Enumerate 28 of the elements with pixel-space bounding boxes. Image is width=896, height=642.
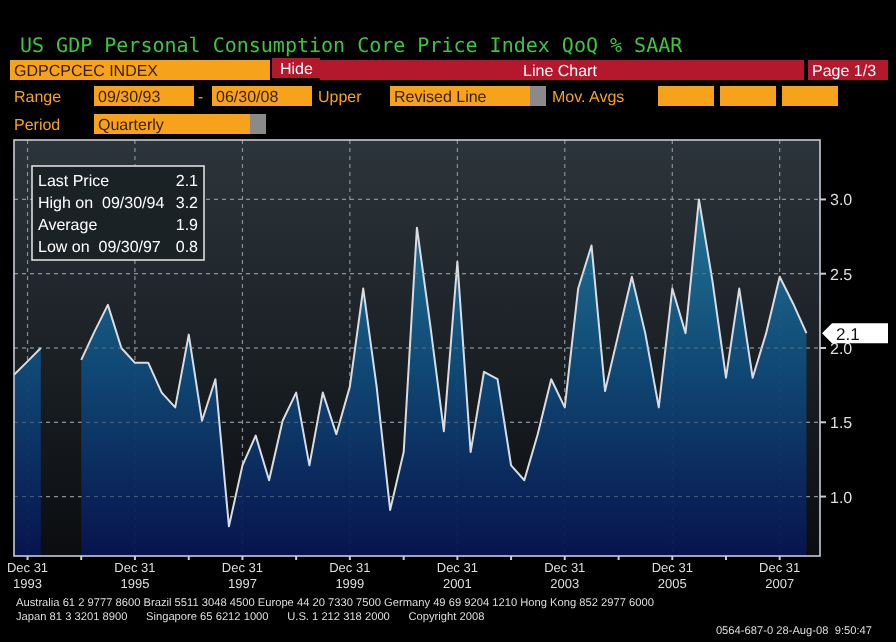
text: Revised Line [394,88,488,106]
text: - [198,88,204,106]
y-tick-label: 1.0 [830,488,854,507]
y-tick-label: 2.0 [830,340,854,358]
annotation: 1.9 [175,216,200,234]
data-label: 2.1 [836,324,861,345]
text: Range [14,88,63,106]
text: 06/30/08 [216,88,280,106]
annotation: 3.2 [175,194,200,212]
annotation: 0.8 [175,238,200,256]
text: Hide [280,60,315,78]
text: GDPCPCEC INDEX [14,62,160,80]
text: Mov. Avgs [552,88,625,106]
annotation: Low on 09/30/97 [38,238,162,256]
text: Page 1/3 [812,62,878,80]
text: Line Chart [523,62,599,80]
text: 09/30/93 [98,88,162,106]
text: Upper [318,88,363,106]
y-tick-label: 2.5 [830,265,854,284]
y-tick-label: 3.0 [830,191,854,210]
annotation: 2.1 [175,172,200,190]
text: Period [14,116,61,134]
y-tick-label: 1.5 [830,414,854,433]
annotation: Average [38,216,99,234]
text: Quarterly [98,116,164,134]
annotation: High on 09/30/94 [38,194,166,212]
annotation: Last Price [38,172,111,190]
chart-title: US GDP Personal Consumption Core Price Index QoQ % SAAR [20,36,685,58]
